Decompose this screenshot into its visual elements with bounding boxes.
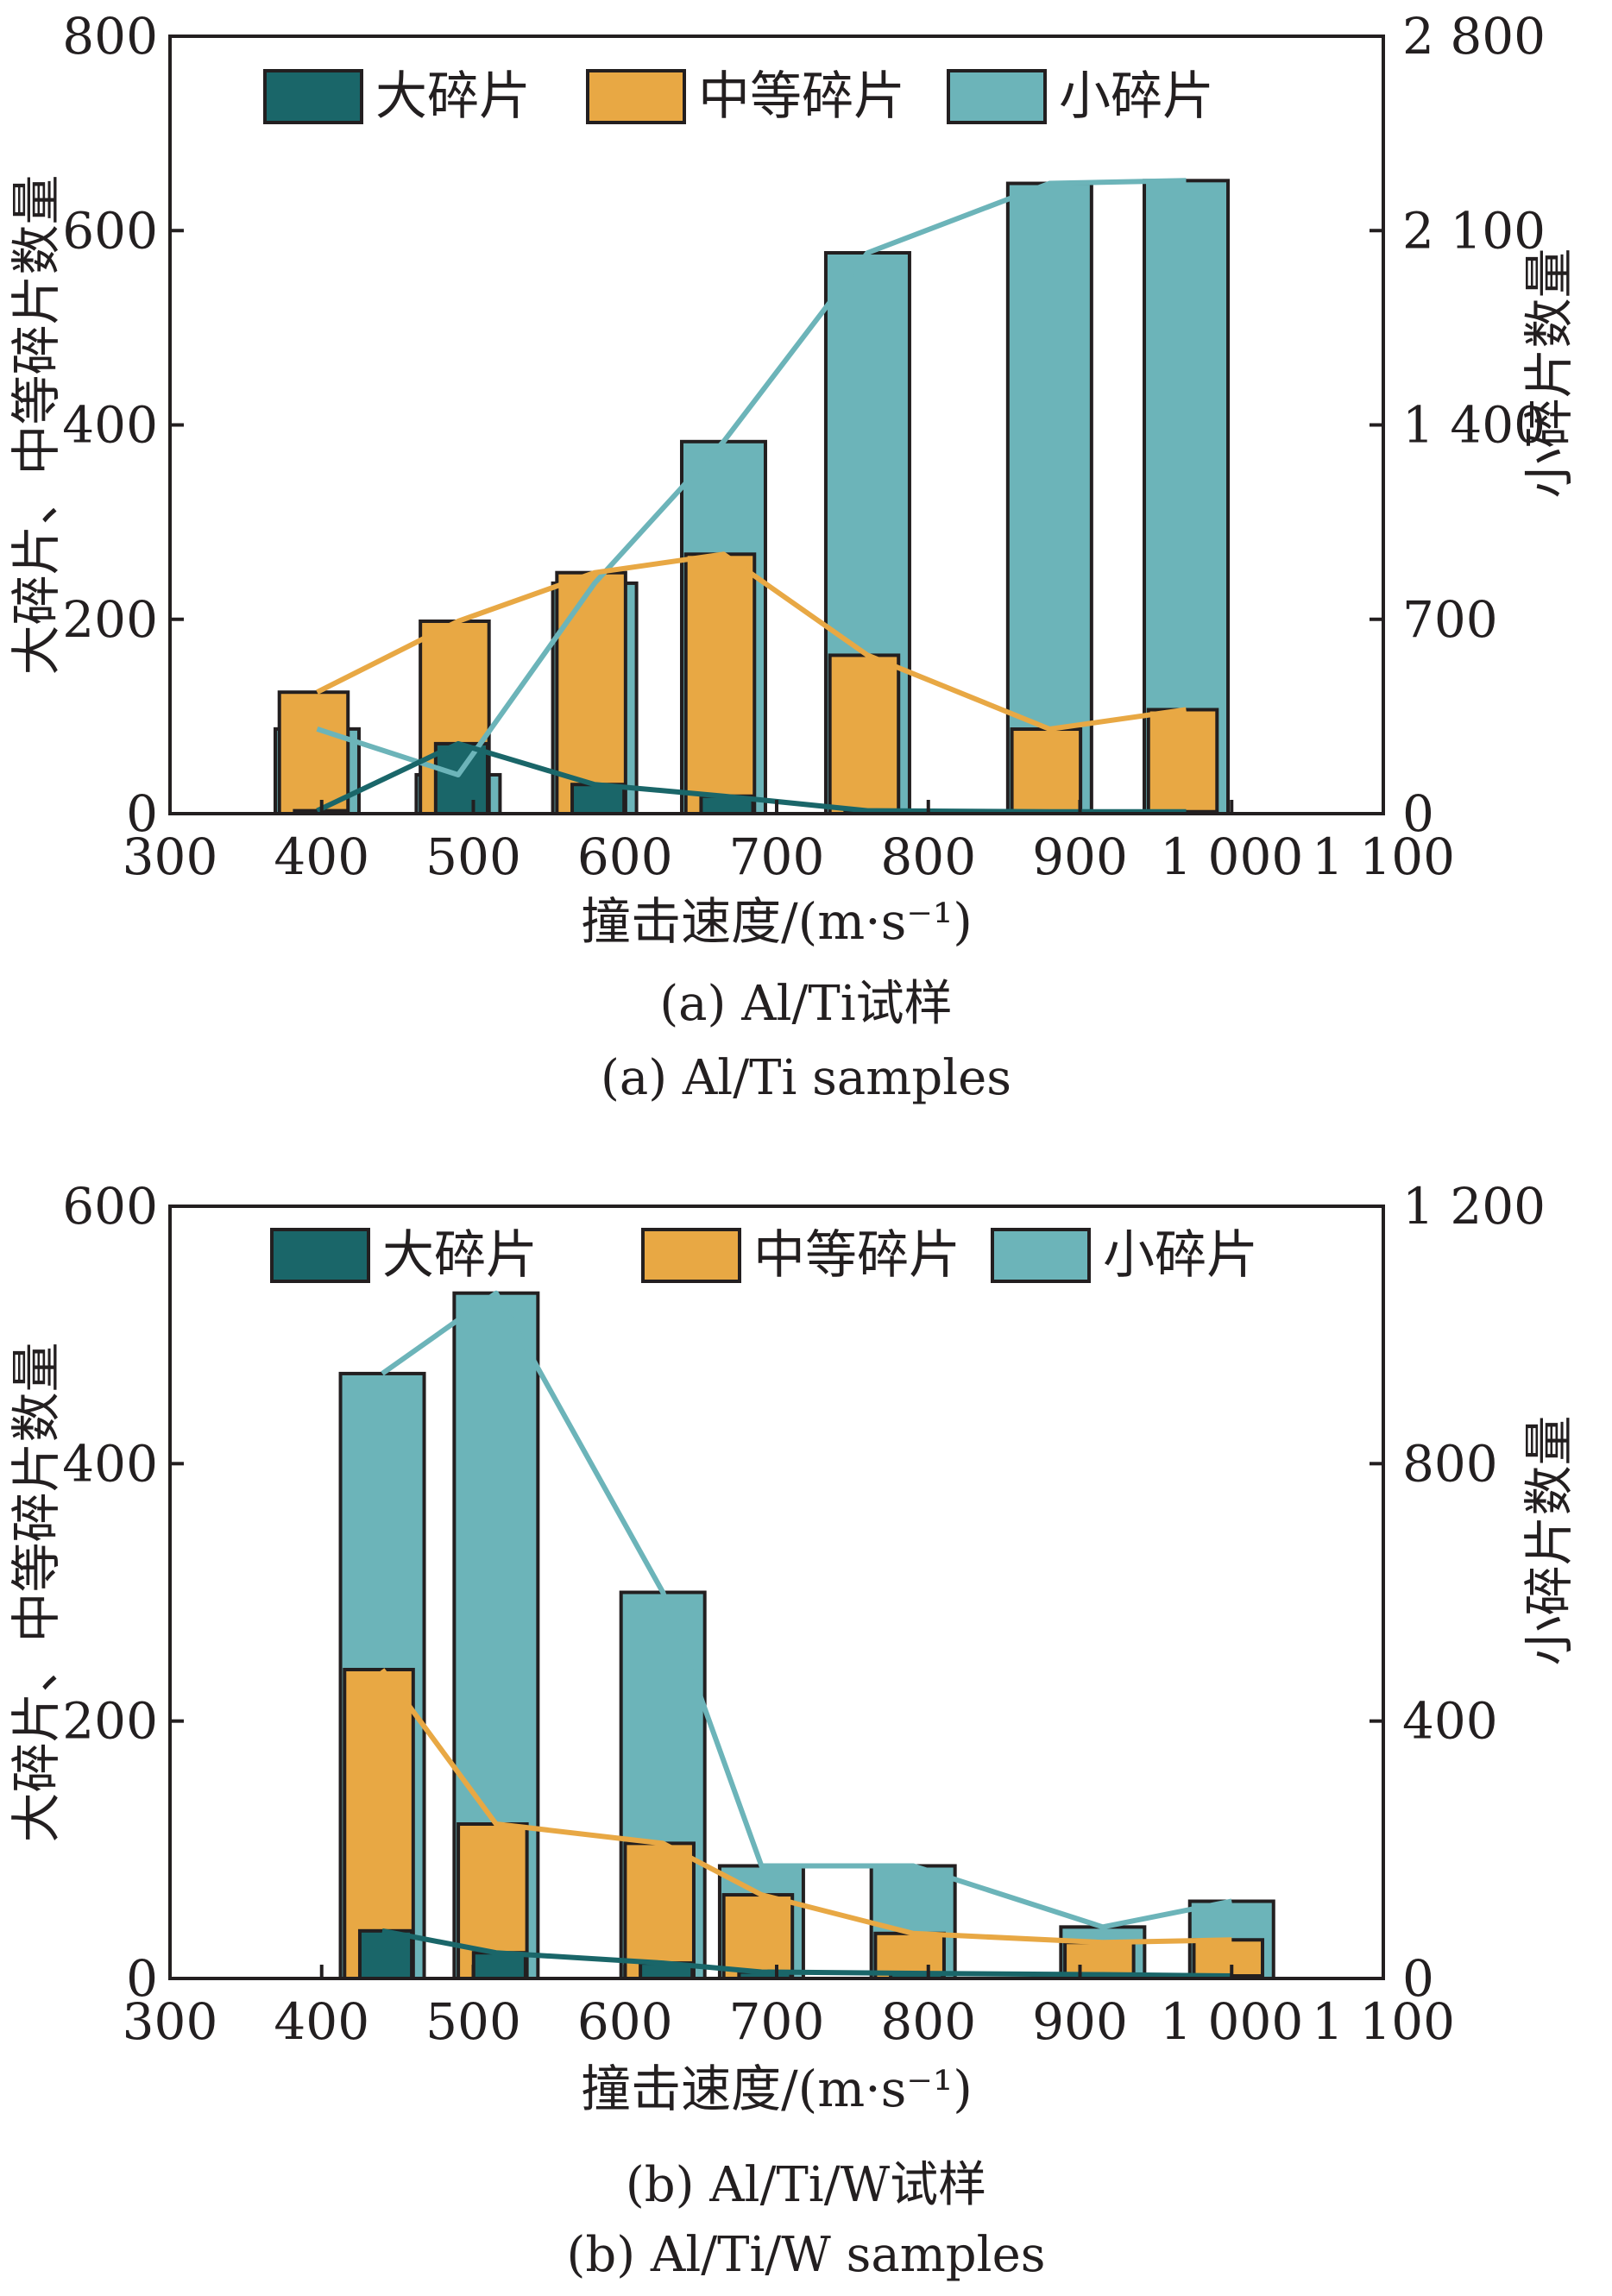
bar-large <box>433 741 489 815</box>
x-axis-title: 撞击速度/(m·s⁻¹) <box>581 2060 973 2118</box>
chart-a: 300 400 500 600 700 800 900 1 000 1 100020040060… <box>7 7 1578 1106</box>
x-tick-label: 700 <box>729 827 825 886</box>
y-left-tick-label: 600 <box>62 201 158 260</box>
line-small <box>381 1290 1232 1930</box>
x-tick-label: 900 <box>1032 1992 1128 2051</box>
x-tick-label: 900 <box>1032 827 1128 886</box>
y-right-tick-label: 0 <box>1402 784 1434 843</box>
x-tick-label: 1 100 <box>1312 1992 1455 2051</box>
bar-small <box>1005 181 1093 815</box>
caption-cn: (b) Al/Ti/W试样 <box>626 2157 986 2213</box>
y-right-tick-label: 400 <box>1402 1692 1498 1751</box>
y-left-tick-label: 600 <box>62 1177 158 1236</box>
x-tick-label: 700 <box>729 1992 825 2051</box>
chart-b: 300 400 500 600 700 800 900 1 000 1 100020040060… <box>7 1177 1578 2283</box>
x-tick-label: 400 <box>274 827 369 886</box>
bar-medium <box>1010 727 1083 815</box>
bar-medium <box>1192 1938 1265 1980</box>
bar-medium <box>828 653 901 816</box>
line-medium <box>380 1668 1232 1946</box>
y-right-tick-label: 2 100 <box>1402 201 1546 260</box>
line-small <box>316 178 1187 777</box>
legend-swatch-small <box>947 69 1047 124</box>
caption-cn: (a) Al/Ti试样 <box>659 976 952 1032</box>
x-tick-label: 800 <box>880 827 976 886</box>
legend-swatch-large <box>263 69 363 124</box>
caption-en: (b) Al/Ti/W samples <box>567 2227 1046 2283</box>
x-tick-label: 800 <box>880 1992 976 2051</box>
legend-label-large: 大碎片 <box>382 1225 538 1286</box>
y-right-tick-label: 700 <box>1402 590 1498 649</box>
y-left-axis-title: 大碎片、中等碎片数量 <box>7 1342 66 1842</box>
y-right-tick-label: 800 <box>1402 1434 1498 1493</box>
x-tick-label: 400 <box>274 1992 369 2051</box>
legend-label-medium: 中等碎片 <box>753 1225 960 1286</box>
bar-medium <box>721 1893 795 1981</box>
y-right-tick-label: 1 400 <box>1402 396 1546 455</box>
bar-large <box>357 1928 414 1981</box>
legend-swatch-medium <box>641 1228 741 1283</box>
y-right-tick-label: 0 <box>1402 1949 1434 2008</box>
x-tick-label: 300 <box>123 827 218 886</box>
y-left-tick-label: 800 <box>62 7 158 66</box>
y-right-axis-title: 小碎片数量 <box>1520 1415 1578 1665</box>
x-tick-label: 600 <box>577 827 673 886</box>
legend-label-small: 小碎片 <box>1103 1225 1258 1286</box>
y-right-tick-label: 1 200 <box>1402 1177 1546 1236</box>
legend-label-large: 大碎片 <box>375 66 531 127</box>
y-left-axis-title: 大碎片、中等碎片数量 <box>7 174 66 675</box>
x-axis-title: 撞击速度/(m·s⁻¹) <box>581 892 973 951</box>
bar-medium <box>343 1668 415 1980</box>
legend-label-small: 小碎片 <box>1059 66 1214 127</box>
x-tick-label: 500 <box>425 827 521 886</box>
x-tick-label: 1 100 <box>1312 827 1455 886</box>
bar-medium <box>623 1841 696 1980</box>
legend-swatch-medium <box>586 69 686 124</box>
y-left-tick-label: 200 <box>62 1692 158 1751</box>
x-tick-label: 1 000 <box>1160 827 1303 886</box>
y-left-tick-label: 200 <box>62 590 158 649</box>
bar-medium <box>277 690 350 815</box>
y-left-tick-label: 0 <box>126 784 158 843</box>
line-medium <box>316 551 1187 732</box>
x-tick-label: 500 <box>425 1992 521 2051</box>
legend-swatch-large <box>270 1228 370 1283</box>
x-tick-label: 1 000 <box>1160 1992 1303 2051</box>
caption-en: (a) Al/Ti samples <box>601 1050 1011 1106</box>
legend-label-medium: 中等碎片 <box>698 66 905 127</box>
x-tick-label: 600 <box>577 1992 673 2051</box>
line-large <box>316 740 1187 815</box>
y-left-tick-label: 400 <box>62 1434 158 1493</box>
legend-swatch-small <box>991 1228 1091 1283</box>
line-large <box>381 1928 1232 1978</box>
y-right-tick-label: 2 800 <box>1402 7 1546 66</box>
bar-medium <box>1146 708 1219 816</box>
y-left-tick-label: 400 <box>62 396 158 455</box>
y-right-axis-title: 小碎片数量 <box>1520 248 1578 498</box>
bar-medium <box>683 552 757 815</box>
y-left-tick-label: 0 <box>126 1949 158 2008</box>
x-tick-label: 300 <box>123 1992 218 2051</box>
